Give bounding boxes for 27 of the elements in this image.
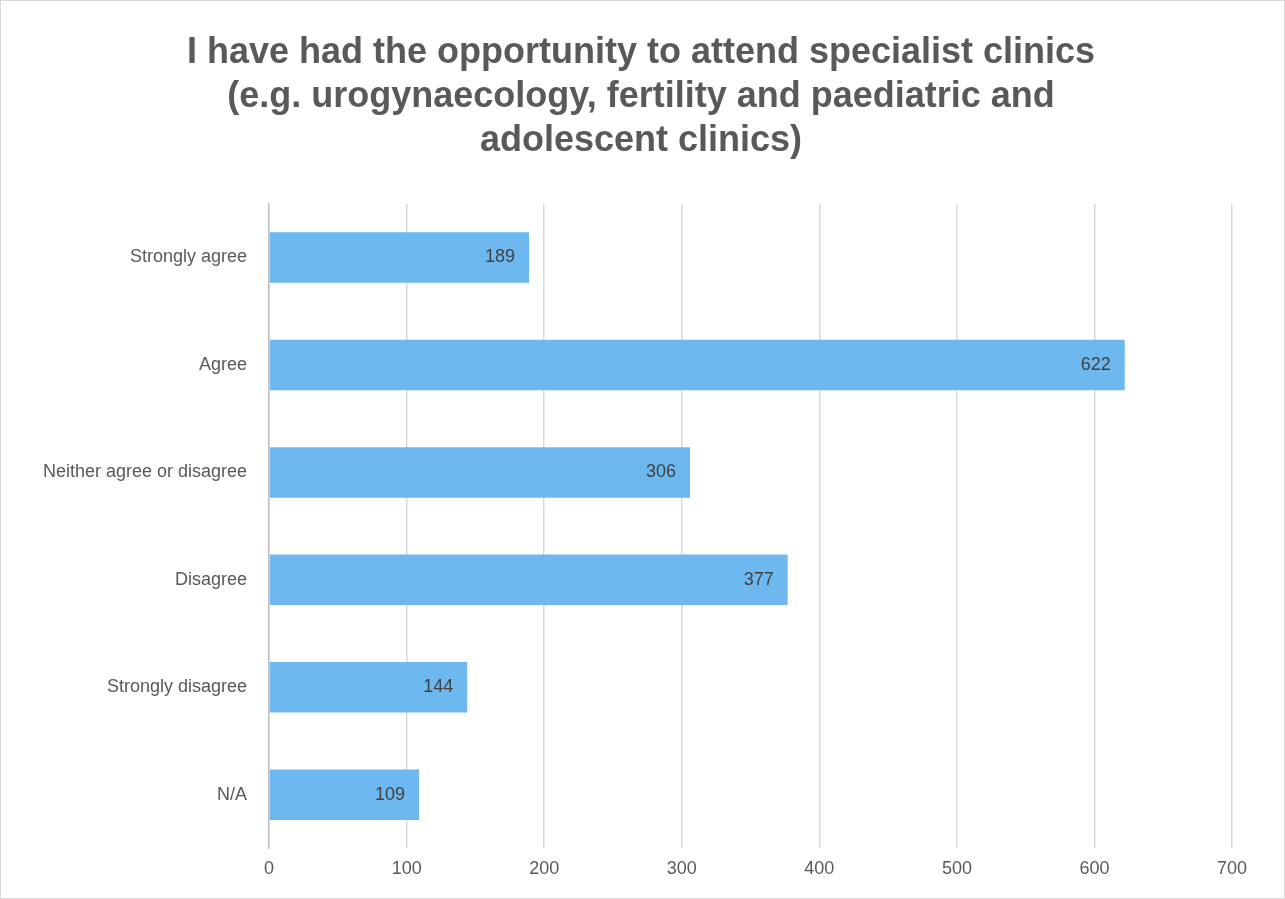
data-label: 144 xyxy=(423,676,454,697)
bar xyxy=(269,662,468,713)
x-tick-label: 400 xyxy=(804,858,835,879)
data-label: 377 xyxy=(743,568,774,589)
bar xyxy=(269,339,1125,391)
x-tick-label: 100 xyxy=(391,858,422,879)
y-tick-label: N/A xyxy=(217,783,248,804)
x-tick-label: 500 xyxy=(941,858,972,879)
data-label: 109 xyxy=(375,783,406,804)
data-label: 622 xyxy=(1080,353,1111,374)
y-tick-label: Disagree xyxy=(175,568,248,589)
y-tick-label: Agree xyxy=(199,353,248,374)
x-tick-label: 300 xyxy=(666,858,697,879)
y-tick-label: Strongly disagree xyxy=(107,676,248,697)
data-label: 306 xyxy=(645,461,677,482)
chart-title: I have had the opportunity to attend specialist clinics (e.g. urogynaecology, fertility and paediatric and adolescent clinics) xyxy=(185,29,1097,161)
bar xyxy=(269,554,788,606)
bar xyxy=(269,769,420,820)
bar xyxy=(269,447,691,498)
data-label: 189 xyxy=(485,246,516,267)
x-tick-label: 700 xyxy=(1216,858,1248,879)
y-tick-label: Strongly agree xyxy=(130,246,248,267)
x-tick-label: 200 xyxy=(529,858,560,879)
bar xyxy=(269,232,530,283)
x-tick-label: 0 xyxy=(264,858,275,879)
y-tick-label: Neither agree or disagree xyxy=(42,461,248,482)
x-tick-label: 600 xyxy=(1079,858,1110,879)
